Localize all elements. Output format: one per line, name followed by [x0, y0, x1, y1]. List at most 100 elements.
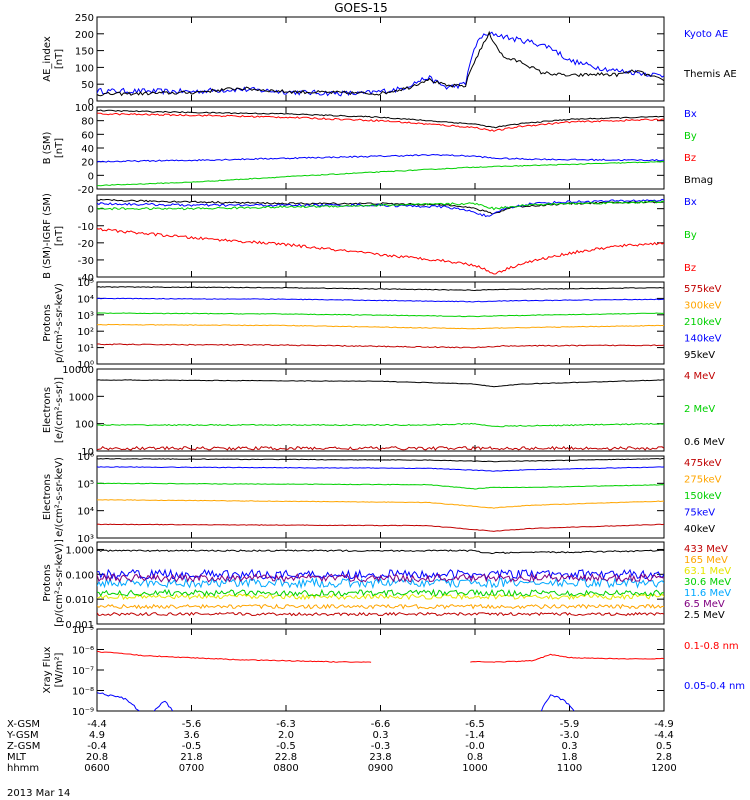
y-axis-label: [nT] [54, 138, 65, 158]
legend-label: 0.1-0.8 nm [684, 641, 739, 652]
y-tick-label: 100 [75, 63, 94, 74]
ephemeris-value: -0.3 [371, 741, 391, 752]
legend-label: 475keV [684, 458, 722, 469]
y-tick-label: 10³ [77, 311, 94, 322]
ephemeris-value: 0800 [273, 763, 298, 774]
legend-label: Themis AE [683, 69, 737, 80]
series-line [97, 312, 664, 318]
ephemeris-value: 20.8 [86, 752, 108, 763]
series-line [97, 200, 664, 211]
ephemeris-value: 21.8 [180, 752, 202, 763]
y-axis-label: Xray Flux [42, 646, 53, 693]
legend-label: 575keV [684, 284, 722, 295]
y-axis-label: AE_index [42, 36, 53, 82]
ephemeris-value: -5.9 [560, 719, 580, 730]
y-tick-label: -40 [78, 273, 94, 284]
series-line [97, 692, 140, 711]
ephemeris-value: -0.0 [465, 741, 485, 752]
series-line [97, 466, 664, 472]
series-line [97, 227, 664, 275]
series-line [97, 112, 664, 132]
series-line [97, 286, 664, 292]
ephemeris-value: 0.3 [373, 730, 389, 741]
ephemeris-value: 22.8 [275, 752, 297, 763]
ephemeris-row-label: Z-GSM [7, 741, 40, 752]
y-tick-label: 200 [75, 30, 94, 41]
series-line [97, 593, 664, 601]
y-tick-label: 250 [75, 13, 94, 24]
series-line [97, 523, 664, 532]
y-tick-label: -30 [78, 256, 94, 267]
series-line [97, 576, 664, 590]
panel-4: 10⁰ 10¹ 10² 10³ 10⁴ 10⁵ Protons p/(cm²-s-sr-keV… [42, 278, 722, 371]
ephemeris-value: 2.0 [278, 730, 294, 741]
series-line [97, 160, 664, 187]
legend-label: 75keV [684, 508, 715, 519]
legend-label: 95keV [684, 350, 715, 361]
ephemeris-value: 0700 [179, 763, 204, 774]
legend-label: By [684, 131, 697, 142]
ephemeris-value: -4.9 [654, 719, 674, 730]
ephemeris-value: 4.9 [89, 730, 105, 741]
y-tick-label: 100 [75, 420, 94, 431]
legend-label: 0.6 MeV [684, 437, 725, 448]
series-line [97, 499, 664, 509]
y-tick-label: -20 [78, 239, 94, 250]
series-line [97, 650, 372, 663]
y-tick-label: 10⁻⁹ [72, 707, 94, 718]
series-line [97, 343, 664, 349]
ephemeris-value: -6.3 [276, 719, 296, 730]
legend-label: 40keV [684, 524, 715, 535]
y-axis-label: [e/(cm²-s-sr)] [54, 377, 65, 443]
ephemeris-value: 0.8 [467, 752, 483, 763]
y-tick-label: 100 [75, 103, 94, 114]
series-line [97, 323, 664, 330]
y-tick-label: 0.010 [65, 595, 94, 606]
date-label: 2013 Mar 14 [7, 788, 70, 799]
y-tick-label: 60 [81, 130, 94, 141]
legend-label: 275keV [684, 475, 722, 486]
y-axis-label: B (SM) [42, 131, 53, 164]
y-tick-label: 0 [88, 97, 94, 108]
y-tick-label: -20 [78, 185, 94, 196]
panel-7: 0.001 0.010 0.100 1.000 Protons [p/(cm²-s-sr-… [42, 539, 731, 631]
y-tick-label: 80 [81, 117, 94, 128]
ephemeris-value: 0.3 [562, 741, 578, 752]
plot-title: GOES-15 [334, 1, 388, 15]
ephemeris-row-label: X-GSM [7, 719, 40, 730]
y-tick-label: 10⁶ [77, 452, 94, 463]
y-axis-label: Electrons [42, 474, 53, 520]
ephemeris-value: -5.6 [182, 719, 202, 730]
panel-frame [96, 281, 665, 365]
y-tick-label: 10² [77, 327, 94, 338]
y-tick-label: 0 [88, 171, 94, 182]
y-tick-label: 10⁵ [77, 278, 94, 289]
series-line [97, 379, 664, 388]
y-tick-label: 10⁻⁸ [72, 687, 94, 698]
series-line [97, 457, 664, 463]
ephemeris-row-label: Y-GSM [6, 730, 39, 741]
legend-label: 0.05-0.4 nm [684, 681, 745, 692]
y-tick-label: 0.001 [65, 620, 94, 631]
legend-label: 150keV [684, 491, 722, 502]
series-line [153, 700, 174, 711]
legend-label: 2 MeV [684, 404, 715, 415]
panel-1: 0 50 100 150 200 250 AE_index [nT] Kyoto AE Themi… [42, 13, 737, 108]
legend-label: 30.6 MeV [684, 577, 731, 588]
y-axis-label: Protons [42, 304, 53, 341]
series-line [97, 30, 664, 97]
series-line [97, 482, 664, 490]
y-tick-label: 1.000 [65, 545, 94, 556]
ephemeris-table: X-GSM -4.4 -5.6 -6.3 -6.6 -6.5 -5.9 -4.9 Y-GSM 4.… [6, 719, 677, 774]
ephemeris-value: 0.5 [656, 741, 672, 752]
y-tick-label: 10000 [62, 365, 94, 376]
ephemeris-value: 1.8 [562, 752, 578, 763]
y-tick-label: 1000 [69, 392, 94, 403]
legend-label: Bmag [684, 175, 713, 186]
ephemeris-row-label: hhmm [7, 763, 39, 774]
series-line [97, 611, 664, 617]
y-axis-label: e/(cm²-s-sr-keV) [54, 457, 65, 537]
legend-label: 433 MeV [684, 544, 728, 555]
